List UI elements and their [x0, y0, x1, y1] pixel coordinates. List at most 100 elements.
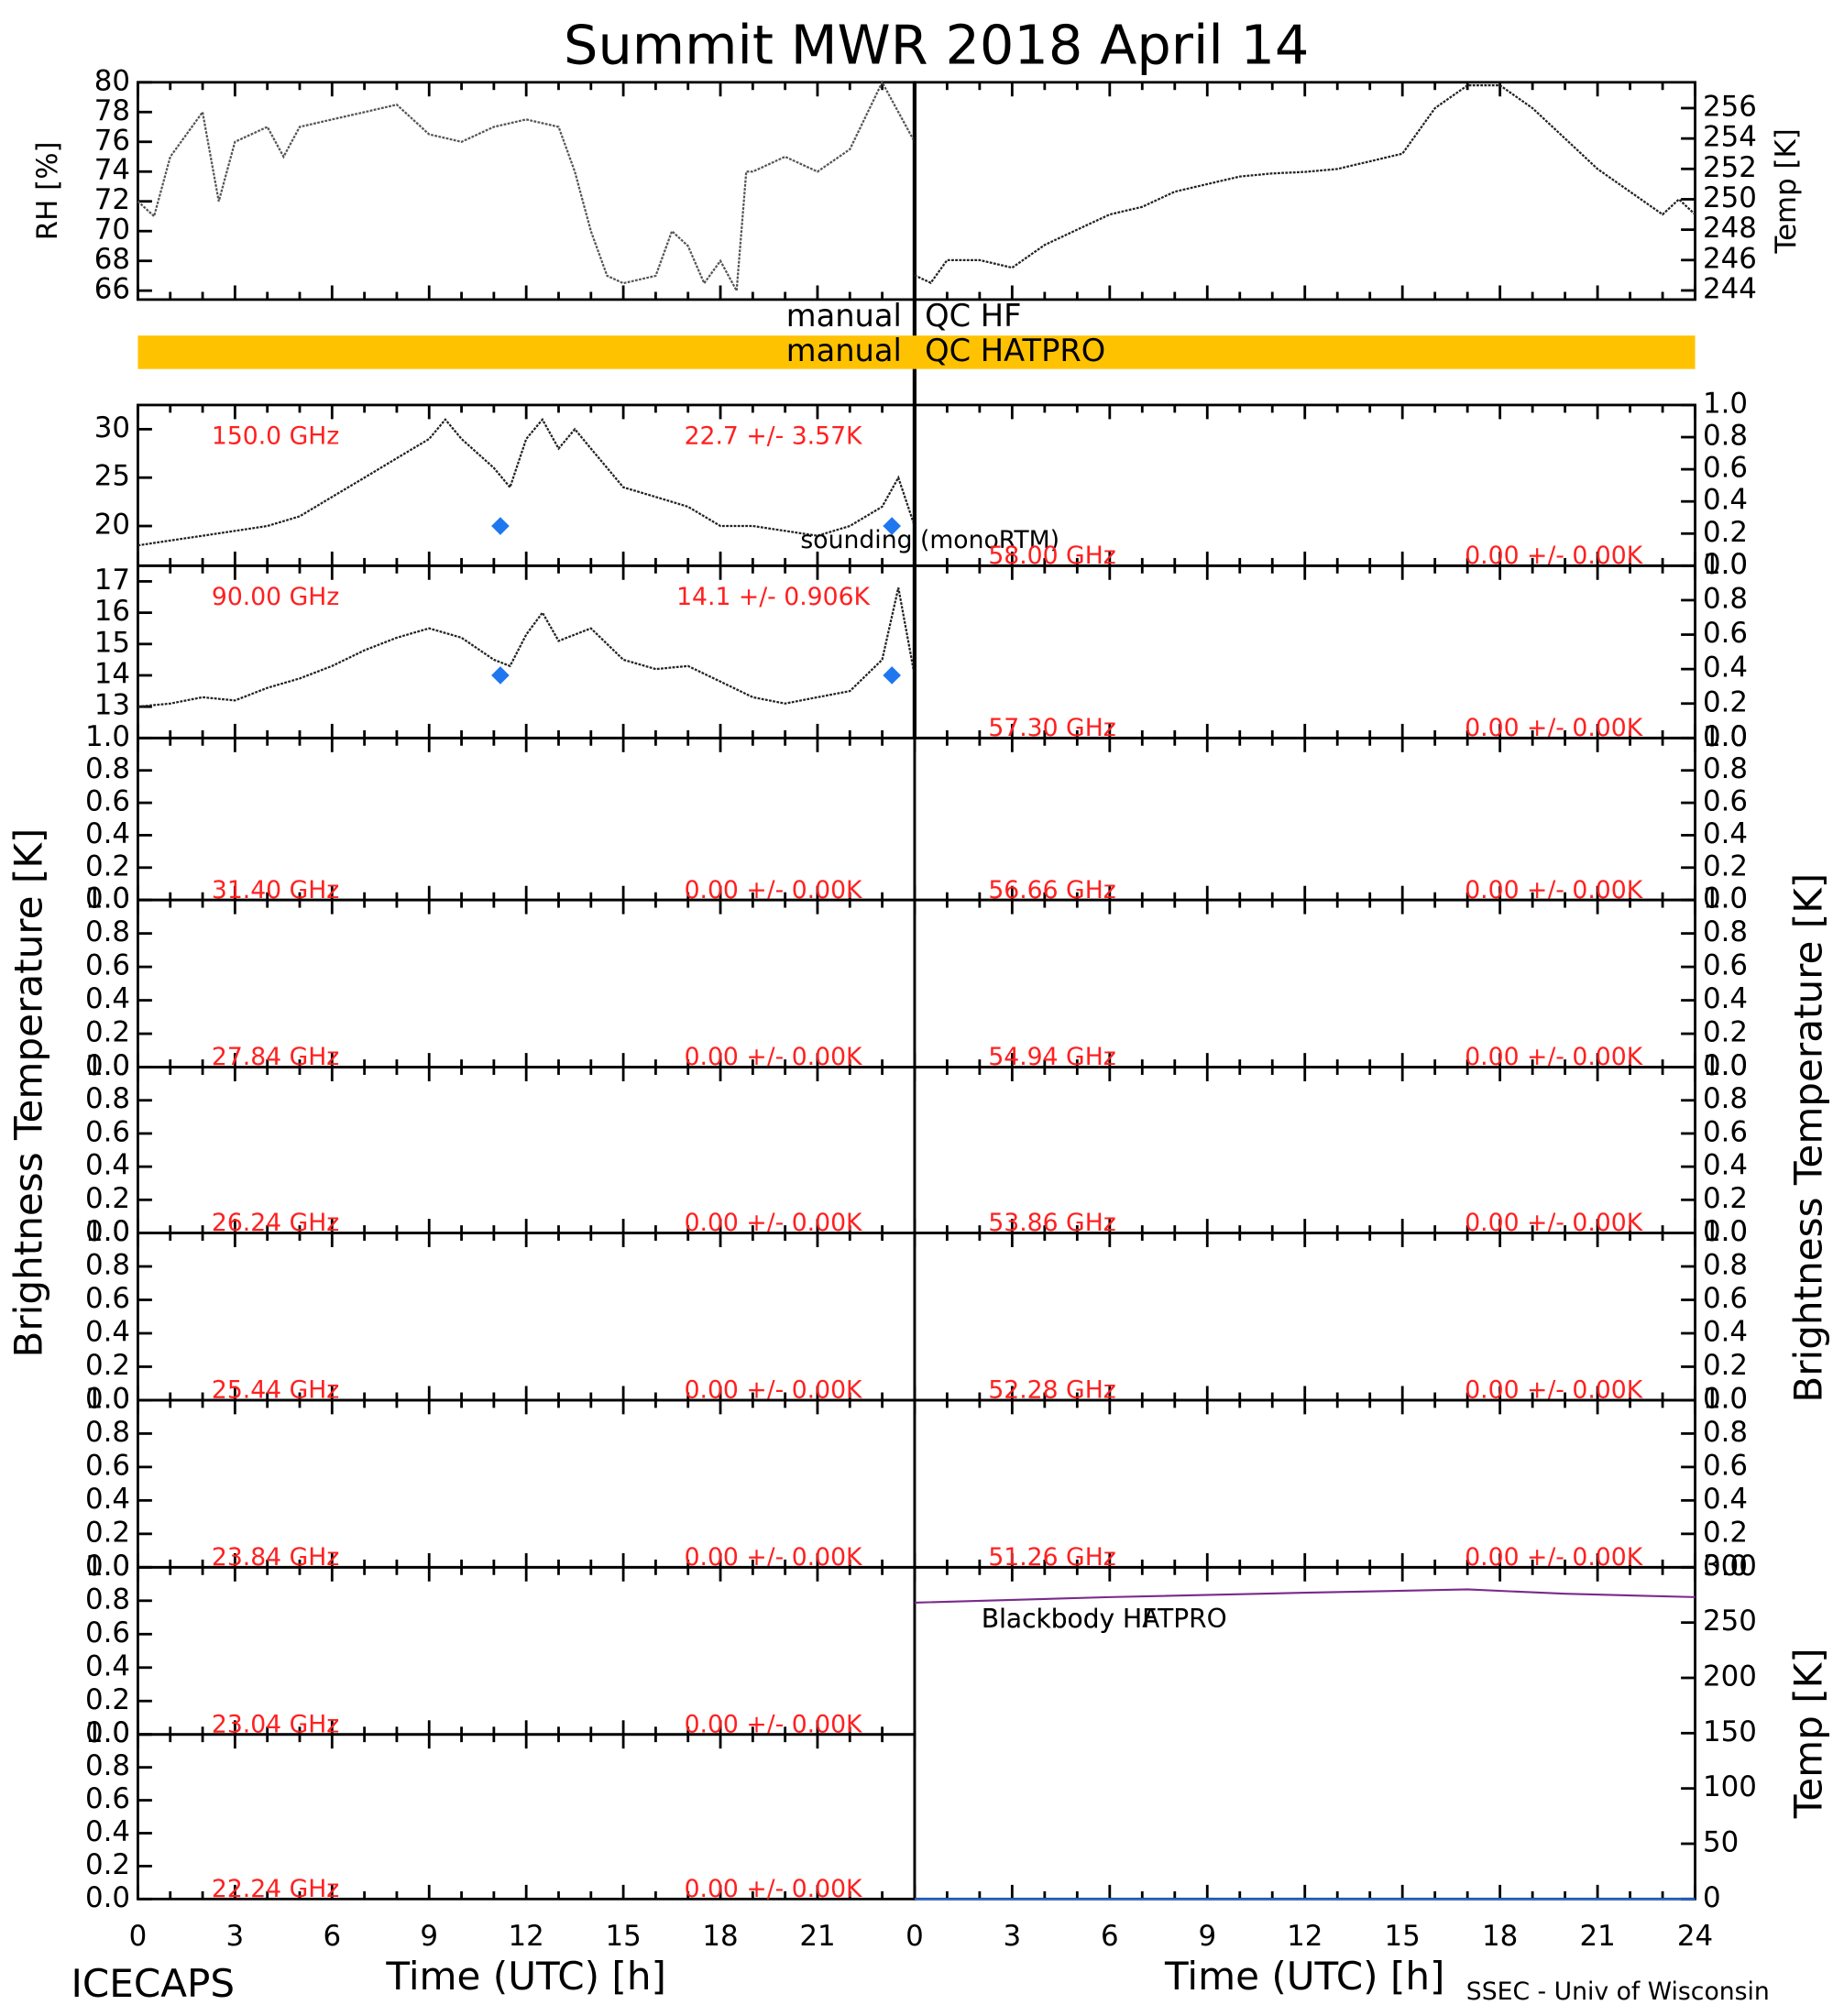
- y-tick-label: 0.2: [85, 1182, 130, 1215]
- y-tick-label: 0.0: [85, 1382, 130, 1415]
- data-line: [137, 587, 916, 708]
- x-tick-label: 18: [702, 1920, 738, 1953]
- y-tick-label: 0.6: [85, 1449, 130, 1482]
- x-tick-label: 15: [605, 1920, 641, 1953]
- y-tick-label: 72: [94, 183, 130, 216]
- x-tick-label: 6: [323, 1920, 341, 1953]
- y-tick-label: 76: [94, 124, 130, 157]
- y-tick-label: 0.4: [1703, 484, 1748, 517]
- y-tick-label: 1.0: [1703, 548, 1748, 581]
- y-tick-label: 300: [1703, 1550, 1757, 1583]
- y-tick-label: 0.8: [85, 915, 130, 948]
- y-axis-label: Temp [K]: [1770, 128, 1803, 254]
- y-tick-label: 50: [1703, 1825, 1739, 1858]
- y-tick-label: 254: [1703, 121, 1757, 154]
- qc-label: QC HF: [925, 298, 1021, 334]
- x-tick-label: 0: [129, 1920, 148, 1953]
- y-tick-label: 0.8: [85, 1749, 130, 1782]
- credit-right: SSEC - Univ of Wisconsin: [1466, 1978, 1770, 2006]
- y-tick-label: 256: [1703, 90, 1757, 123]
- x-tick-label: 0: [906, 1920, 924, 1953]
- y-tick-label: 1.0: [85, 1550, 130, 1583]
- y-tick-label: 0.2: [1703, 1516, 1748, 1549]
- y-tick-label: 0.0: [1703, 1049, 1748, 1082]
- x-tick-label: 9: [1198, 1920, 1216, 1953]
- qc-label: manual: [786, 333, 902, 368]
- stat-label: 14.1 +/- 0.906K: [676, 583, 871, 611]
- y-tick-label: 0.6: [85, 1616, 130, 1649]
- data-line: [137, 80, 916, 295]
- y-tick-label: 15: [94, 626, 130, 659]
- sounding-marker: [883, 666, 901, 685]
- y-tick-label: 0.4: [1703, 652, 1748, 685]
- y-tick-label: 0.8: [1703, 582, 1748, 615]
- y-tick-label: 17: [94, 564, 130, 597]
- y-tick-label: 1.0: [1703, 1049, 1748, 1082]
- y-tick-label: 0.0: [85, 882, 130, 915]
- x-tick-label: 21: [799, 1920, 835, 1953]
- credit-left: ICECAPS: [71, 1961, 235, 2006]
- y-tick-label: 0.6: [1703, 1449, 1748, 1482]
- y-tick-label: 78: [94, 94, 130, 127]
- sounding-marker: [491, 666, 510, 685]
- y-tick-label: 1.0: [1703, 882, 1748, 915]
- y-tick-label: 100: [1703, 1770, 1757, 1803]
- y-tick-label: 20: [94, 509, 130, 542]
- x-tick-label: 12: [1287, 1920, 1323, 1953]
- y-tick-label: 74: [94, 154, 130, 187]
- y-tick-label: 0.6: [1703, 785, 1748, 818]
- y-tick-label: 0.6: [85, 1282, 130, 1315]
- y-tick-label: 250: [1703, 181, 1757, 214]
- y-tick-label: 0.2: [1703, 1182, 1748, 1215]
- y-tick-label: 1.0: [85, 1049, 130, 1082]
- stat-label: 22.7 +/- 3.57K: [685, 422, 863, 451]
- y-tick-label: 0.0: [1703, 548, 1748, 581]
- y-tick-label: 0.8: [85, 1082, 130, 1115]
- x-tick-label: 18: [1482, 1920, 1518, 1953]
- y-tick-label: 0.0: [1703, 882, 1748, 915]
- x-tick-label: 3: [1004, 1920, 1022, 1953]
- x-tick-label: 6: [1101, 1920, 1119, 1953]
- x-tick-label: 24: [1677, 1920, 1713, 1953]
- y-tick-label: 0.4: [85, 1149, 130, 1182]
- y-tick-label: 0.2: [1703, 1016, 1748, 1049]
- data-line: [137, 417, 916, 547]
- y-tick-label: 0.2: [85, 1349, 130, 1382]
- y-tick-label: 0.8: [85, 1249, 130, 1282]
- y-tick-label: 0.4: [85, 1649, 130, 1682]
- y-axis-label: RH [%]: [31, 141, 64, 240]
- y-tick-label: 1.0: [85, 1215, 130, 1248]
- y-tick-label: 0.6: [1703, 617, 1748, 650]
- data-line: [914, 1588, 1696, 1604]
- y-tick-label: 0.6: [1703, 949, 1748, 982]
- y-tick-label: 0.8: [1703, 1249, 1748, 1282]
- y-tick-label: 0.2: [85, 1016, 130, 1049]
- y-tick-label: 0.4: [85, 1815, 130, 1848]
- qc-bar: [137, 335, 1696, 369]
- y-tick-label: 0.2: [85, 1516, 130, 1549]
- figure-title: Summit MWR 2018 April 14: [564, 13, 1309, 76]
- y-tick-label: 0.4: [85, 1483, 130, 1516]
- y-tick-label: 0.4: [1703, 982, 1748, 1015]
- y-tick-label: 0.8: [1703, 915, 1748, 948]
- y-tick-label: 0.2: [1703, 1349, 1748, 1382]
- y-tick-label: 0.4: [1703, 817, 1748, 850]
- y-tick-label: 0.0: [1703, 1382, 1748, 1415]
- y-tick-label: 0.6: [85, 785, 130, 818]
- y-axis-label: Temp [K]: [1785, 1648, 1830, 1819]
- legend-label: sounding (monoRTM): [800, 526, 1059, 554]
- y-tick-label: 0.8: [85, 752, 130, 785]
- y-tick-label: 0.2: [85, 1683, 130, 1716]
- data-line: [914, 84, 1696, 285]
- y-tick-label: 0.0: [85, 1215, 130, 1248]
- y-tick-label: 0.8: [85, 1583, 130, 1616]
- x-tick-label: 9: [420, 1920, 438, 1953]
- y-tick-label: 70: [94, 214, 130, 247]
- x-tick-label: 12: [509, 1920, 544, 1953]
- y-tick-label: 0.2: [1703, 516, 1748, 549]
- channel-label: 22.24 GHz: [212, 1875, 339, 1903]
- y-tick-label: 1.0: [1703, 720, 1748, 753]
- y-tick-label: 1.0: [85, 1716, 130, 1749]
